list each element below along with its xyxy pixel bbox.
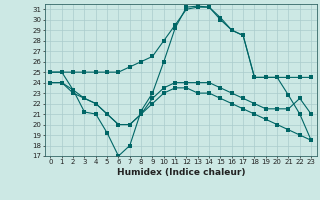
X-axis label: Humidex (Indice chaleur): Humidex (Indice chaleur) xyxy=(116,168,245,177)
